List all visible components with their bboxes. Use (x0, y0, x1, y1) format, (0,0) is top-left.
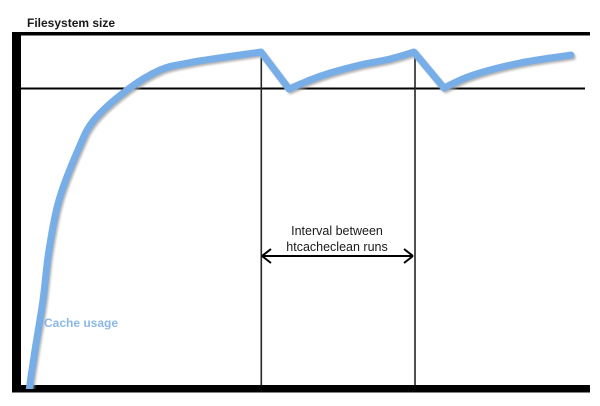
svg-text:htcacheclean runs: htcacheclean runs (286, 240, 387, 254)
svg-text:Filesystem size: Filesystem size (27, 16, 115, 30)
svg-text:Cache usage: Cache usage (44, 316, 118, 330)
svg-text:Interval between: Interval between (291, 224, 383, 238)
